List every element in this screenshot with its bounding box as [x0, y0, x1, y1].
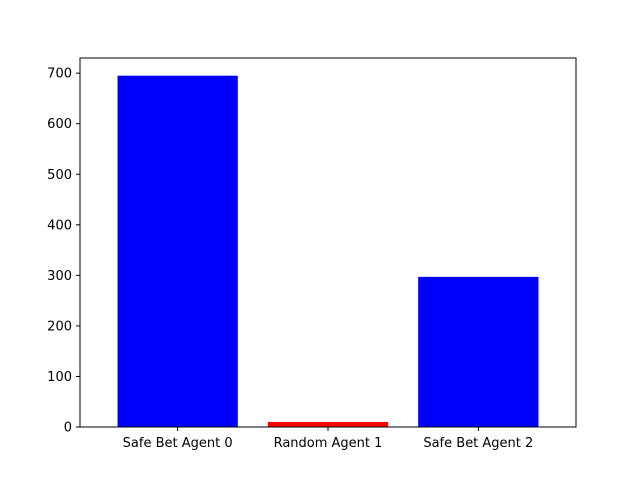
y-tick-label-5: 500: [47, 168, 72, 183]
y-tick-label-1: 100: [47, 370, 72, 385]
y-tick-label-3: 300: [47, 269, 72, 284]
y-tick-label-7: 700: [47, 67, 72, 82]
x-tick-label-1: Random Agent 1: [274, 436, 383, 451]
bar-1: [267, 421, 389, 427]
x-tick-label-2: Safe Bet Agent 2: [423, 436, 533, 451]
bar-0: [117, 75, 238, 427]
bars-layer: [117, 75, 539, 427]
bar-2: [418, 276, 539, 427]
y-tick-label-6: 600: [47, 117, 72, 132]
x-tick-label-0: Safe Bet Agent 0: [123, 436, 233, 451]
x-axis: Safe Bet Agent 0 Random Agent 1 Safe Bet A…: [123, 427, 533, 451]
y-axis: 0 100 200 300 400 500 600 700: [47, 67, 80, 436]
y-tick-label-0: 0: [64, 421, 72, 436]
y-tick-label-4: 400: [47, 218, 72, 233]
y-tick-label-2: 200: [47, 319, 72, 334]
